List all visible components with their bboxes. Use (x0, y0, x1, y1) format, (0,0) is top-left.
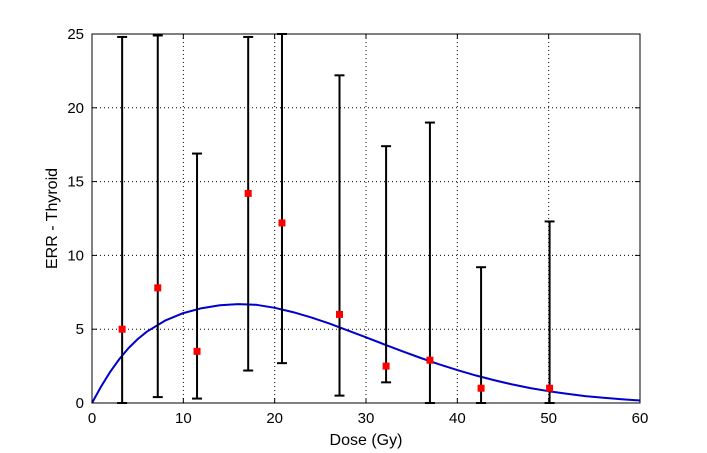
data-point (336, 310, 344, 318)
data-point (278, 219, 286, 227)
x-tick-label: 50 (540, 410, 557, 427)
data-point (382, 362, 390, 370)
x-axis-label: Dose (Gy) (330, 432, 403, 449)
x-tick-label: 30 (358, 410, 375, 427)
data-point (244, 189, 252, 197)
y-tick-label: 5 (76, 321, 84, 338)
x-tick-label: 20 (266, 410, 283, 427)
error-bar (192, 152, 203, 400)
data-point (118, 325, 126, 333)
data-point (477, 384, 485, 392)
y-tick-label: 25 (67, 26, 84, 43)
data-point (546, 384, 554, 392)
data-point (154, 284, 162, 292)
error-bar (381, 145, 392, 384)
data-points-layer (118, 189, 554, 392)
axis-ticks (91, 33, 641, 404)
y-tick-label: 0 (76, 395, 84, 412)
error-bar (152, 34, 163, 399)
y-axis-label: ERR - Thyroid (44, 168, 61, 269)
error-bars-layer (117, 33, 555, 404)
data-point (426, 356, 434, 364)
y-tick-labels: 0 5 10 15 20 25 (67, 26, 84, 412)
x-tick-label: 10 (175, 410, 192, 427)
y-tick-label: 15 (67, 174, 84, 191)
x-tick-labels: 0 10 20 30 40 50 60 (88, 410, 649, 427)
x-tick-label: 60 (632, 410, 649, 427)
x-tick-label: 40 (449, 410, 466, 427)
y-tick-label: 10 (67, 247, 84, 264)
x-tick-label: 0 (88, 410, 96, 427)
data-point (193, 347, 201, 355)
error-bar (334, 74, 345, 397)
y-tick-label: 20 (67, 100, 84, 117)
error-bar (243, 35, 254, 372)
